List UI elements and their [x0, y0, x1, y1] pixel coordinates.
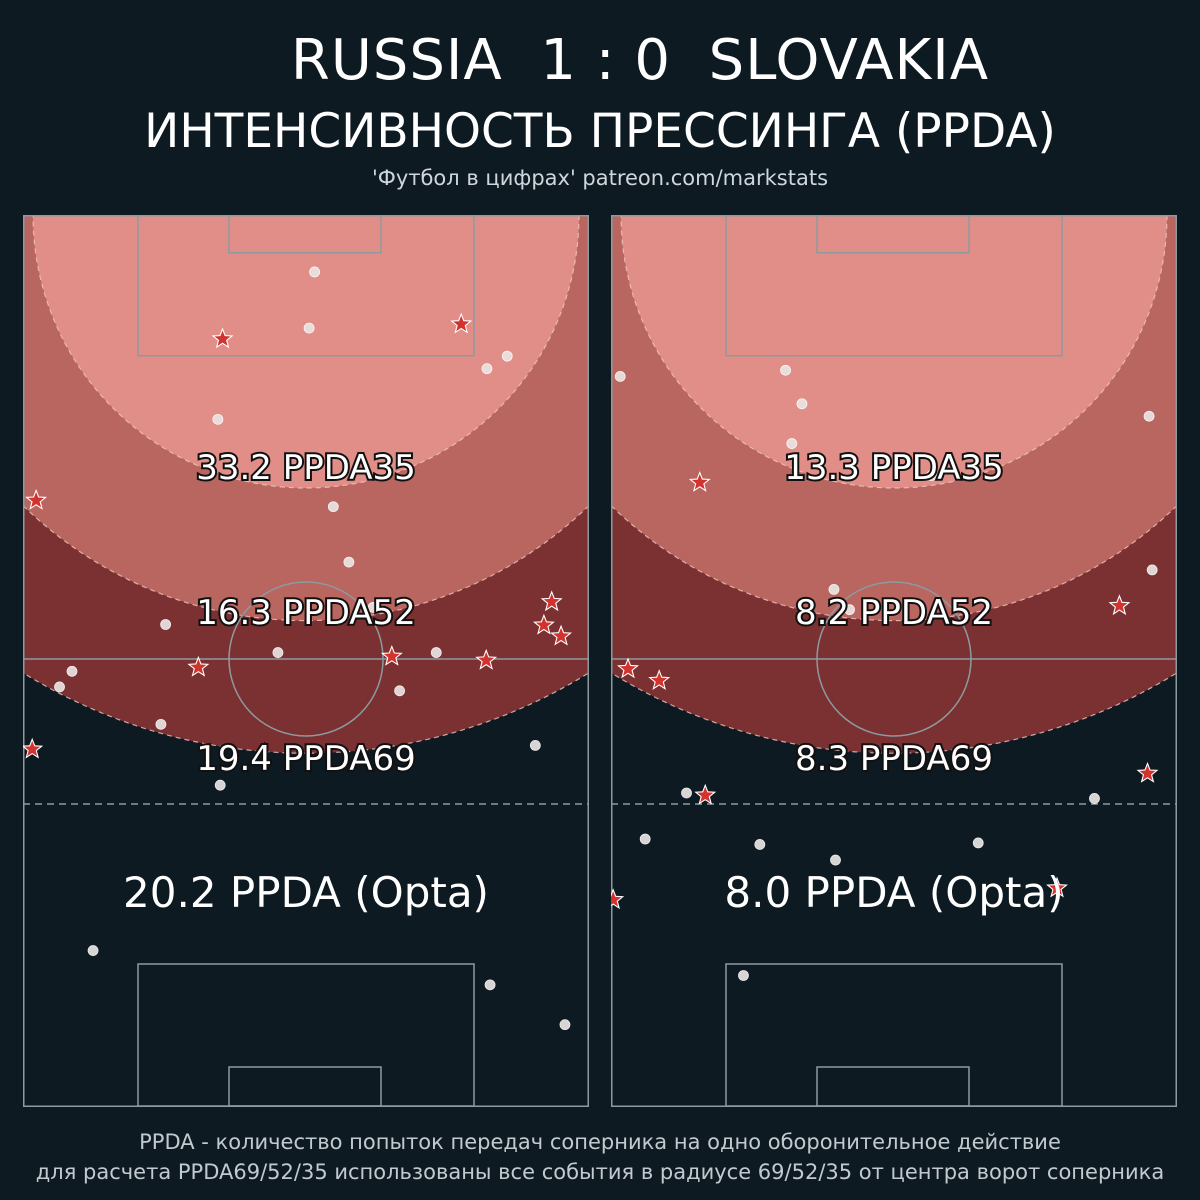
event-dot	[394, 685, 406, 697]
ppda69-label: 19.4 PPDA69	[196, 739, 416, 779]
event-dot	[343, 556, 355, 568]
pitch-russia: 33.2 PPDA35 16.3 PPDA52 19.4 PPDA69 20.2 PP…	[23, 215, 589, 1107]
centre-circle	[816, 581, 972, 737]
pitch-lines	[611, 215, 1177, 1107]
event-star	[25, 488, 48, 510]
event-dot	[529, 740, 541, 751]
goal-area-top	[816, 215, 970, 254]
event-dot	[87, 945, 99, 956]
ppda-opta-label: 20.2 PPDA (Opta)	[123, 868, 489, 917]
event-dot	[303, 322, 315, 334]
event-dot	[54, 681, 65, 693]
event-star	[211, 327, 234, 349]
goal-area-top	[228, 215, 382, 254]
event-star	[617, 657, 639, 679]
event-dot	[327, 501, 339, 513]
event-dot	[66, 665, 78, 677]
event-star	[540, 590, 563, 612]
event-star	[1108, 594, 1131, 616]
event-markers	[611, 364, 1159, 981]
match-title: RUSSIA 1 : 0 SLOVAKIA	[290, 28, 990, 93]
ppda-opta-label: 8.0 PPDA (Opta)	[724, 868, 1063, 917]
event-dot	[272, 647, 284, 658]
event-dot	[780, 364, 791, 376]
pitch-zones	[23, 215, 589, 754]
event-dot	[786, 438, 798, 449]
event-dot	[754, 839, 766, 850]
event-star	[532, 613, 555, 635]
footer-method: для расчета PPDA69/52/35 использованы вс…	[35, 1160, 1165, 1184]
chart-subtitle: ИНТЕНСИВНОСТЬ ПРЕССИНГА (PPDA)	[144, 104, 1056, 159]
penalty-box-bottom	[725, 963, 1063, 1107]
ppda35-label: 33.2 PPDA35	[196, 448, 416, 488]
event-dot	[844, 604, 855, 616]
event-star	[187, 655, 210, 677]
event-star	[475, 648, 498, 670]
event-dot	[430, 647, 442, 658]
event-dot	[614, 371, 626, 382]
zone-35	[33, 215, 579, 488]
footer-definition: PPDA - количество попыток передач соперн…	[139, 1130, 1061, 1154]
event-dot	[738, 970, 749, 981]
event-dot	[484, 979, 496, 991]
event-star	[380, 644, 403, 666]
event-dot	[1146, 564, 1158, 576]
event-dot	[830, 854, 841, 866]
event-star	[23, 737, 44, 759]
ppda69-label: 8.3 PPDA69	[795, 739, 993, 779]
event-star	[694, 783, 717, 805]
event-dot	[155, 718, 167, 730]
event-star	[1046, 876, 1068, 898]
ppda52-label: 16.3 PPDA52	[196, 593, 416, 633]
event-star	[450, 312, 473, 334]
event-dot	[309, 266, 320, 278]
pitch-zones	[611, 215, 1177, 754]
event-dot	[1089, 793, 1100, 804]
event-star	[648, 669, 671, 690]
event-markers	[23, 266, 573, 1031]
source-credit: 'Футбол в цифрах' patreon.com/markstats	[371, 166, 829, 190]
pitch-lines	[23, 215, 589, 1107]
penalty-box-bottom	[137, 963, 475, 1107]
pitch-slovakia: 13.3 PPDA35 8.2 PPDA52 8.3 PPDA69 8.0 PPDA …	[611, 215, 1177, 1107]
event-dot	[796, 398, 808, 410]
centre-circle	[228, 581, 384, 737]
event-dot	[559, 1019, 571, 1031]
event-star	[611, 888, 625, 910]
event-dot	[214, 779, 226, 791]
event-dot	[926, 470, 937, 481]
zone-35	[621, 215, 1167, 488]
event-dot	[972, 837, 984, 849]
event-star	[1136, 761, 1159, 783]
ppda35-label: 13.3 PPDA35	[784, 448, 1004, 488]
goal-area-bottom	[816, 1066, 970, 1107]
event-dot	[212, 413, 224, 425]
event-dot	[501, 350, 513, 362]
event-dot	[481, 363, 493, 375]
event-dot	[160, 619, 172, 630]
event-dot	[639, 833, 651, 845]
goal-area-bottom	[228, 1066, 382, 1107]
event-dot	[1143, 410, 1155, 422]
ppda52-label: 8.2 PPDA52	[795, 593, 993, 633]
event-dot	[828, 583, 840, 595]
event-dot	[367, 601, 379, 613]
event-dot	[681, 787, 692, 799]
event-star	[550, 624, 573, 646]
event-star	[688, 471, 711, 492]
